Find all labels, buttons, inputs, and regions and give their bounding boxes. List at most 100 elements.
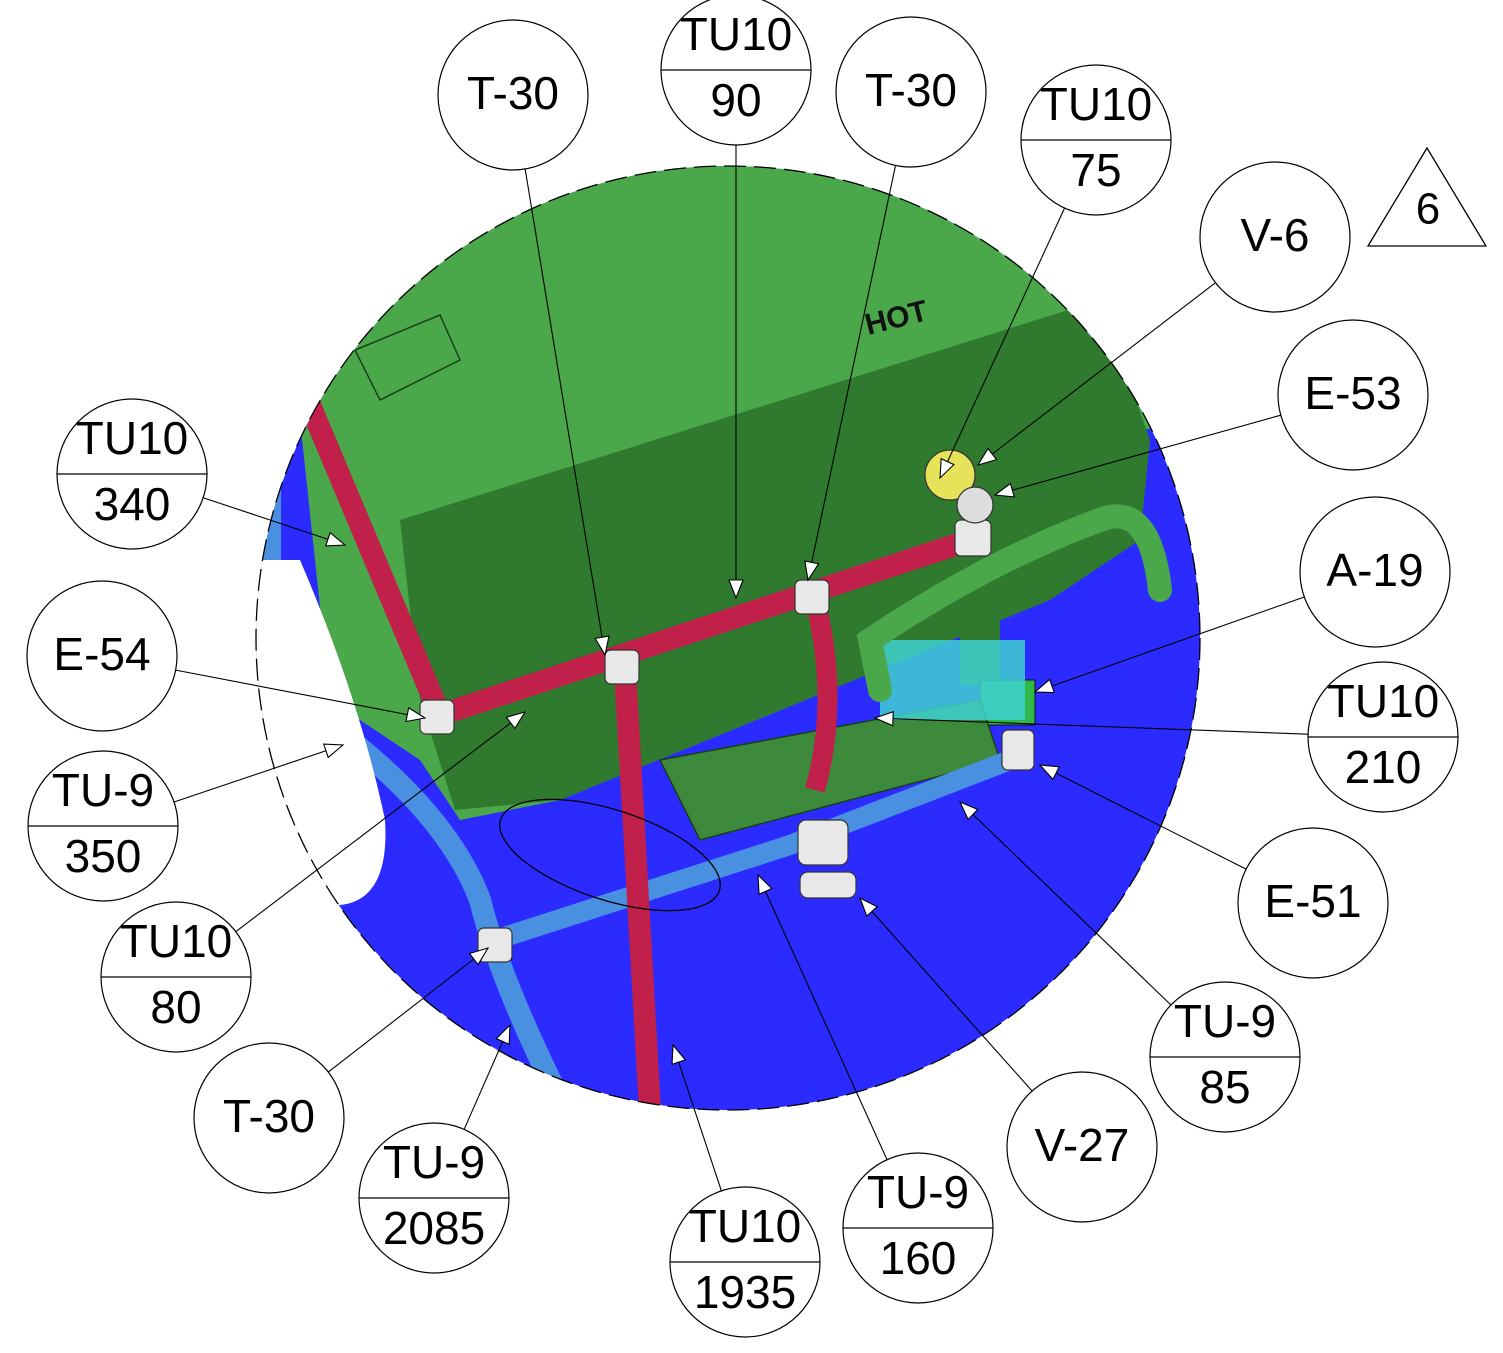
leader-arrow-v6 <box>976 447 998 466</box>
balloon-e51: E-51 <box>1237 827 1389 979</box>
leader-arrow-tu10-75 <box>939 457 955 480</box>
balloon-part-code: TU-9 <box>52 764 154 816</box>
balloon-tu10-1935: TU10 1935 <box>669 1186 821 1338</box>
tee-fitting <box>794 579 830 615</box>
tank-panel <box>353 314 461 402</box>
v6-valve <box>924 449 976 501</box>
elbow-fitting <box>954 519 992 557</box>
revision-triangle <box>1366 146 1488 247</box>
drain-outline <box>499 798 721 912</box>
balloon-length: 350 <box>65 830 142 882</box>
balloon-v27: V-27 <box>1006 1071 1158 1223</box>
balloon-tu9-2085: TU-9 2085 <box>358 1122 510 1274</box>
balloon-part-code: V-6 <box>1240 209 1309 261</box>
leader-arrow-t30-top-right <box>804 560 820 582</box>
balloon-part-code: TU10 <box>1040 78 1152 130</box>
balloon-part-code: E-54 <box>53 628 150 680</box>
balloon-circle <box>1237 827 1389 979</box>
balloon-part-code: TU10 <box>120 915 232 967</box>
balloon-length: 2085 <box>383 1202 485 1254</box>
balloon-e54: E-54 <box>26 580 178 732</box>
balloon-part-code: TU10 <box>689 1200 801 1252</box>
green-hose <box>856 504 1172 702</box>
balloon-tu9-160: TU-9 160 <box>842 1152 994 1304</box>
balloon-circle <box>1199 161 1351 313</box>
cold-pipe-branch <box>491 750 1014 950</box>
balloon-tu10-90: TU10 90 <box>660 0 812 146</box>
leader-line-tu10-1935 <box>672 1044 722 1191</box>
elbow-fitting <box>1001 729 1035 771</box>
balloon-tu10-80: TU10 80 <box>100 901 252 1053</box>
leader-line-v6 <box>977 282 1216 466</box>
leader-arrow-v27 <box>858 896 879 918</box>
leader-arrow-tu10-90 <box>728 579 744 600</box>
balloon-circle <box>193 1042 345 1194</box>
leader-line-tu10-75 <box>939 207 1066 479</box>
balloon-length: 75 <box>1070 144 1121 196</box>
leader-arrow-t30-top-left <box>594 635 610 657</box>
leader-arrow-t30-bottom <box>468 947 490 966</box>
leader-arrow-tu10-340 <box>324 531 347 547</box>
leader-arrow-e51 <box>1038 764 1061 781</box>
balloon-tu10-340: TU10 340 <box>56 398 208 550</box>
balloon-length: 160 <box>880 1232 957 1284</box>
tee-fitting <box>477 927 513 963</box>
leader-line-tu9-160 <box>757 874 888 1160</box>
balloon-circle <box>1277 319 1429 471</box>
balloon-length: 80 <box>150 981 201 1033</box>
balloon-circle <box>1299 496 1451 648</box>
leader-lines <box>173 145 1309 1191</box>
leader-line-t30-top-left <box>524 168 606 656</box>
balloon-part-code: T-30 <box>467 67 559 119</box>
leader-line-e53 <box>994 414 1281 496</box>
balloon-circle <box>1006 1071 1158 1223</box>
balloon-tu10-75: TU10 75 <box>1020 64 1172 216</box>
balloon-part-code: E-51 <box>1264 875 1361 927</box>
leader-line-tu9-2085 <box>463 1024 511 1130</box>
balloon-part-code: TU10 <box>1327 675 1439 727</box>
leader-arrow-tu9-160 <box>757 873 773 896</box>
balloon-t30-top-right: T-30 <box>835 16 987 168</box>
balloon-circle <box>26 580 178 732</box>
balloon-tu10-210: TU10 210 <box>1307 661 1459 813</box>
elbow-fitting <box>419 699 455 735</box>
balloon-part-code: E-53 <box>1304 367 1401 419</box>
balloon-length: 85 <box>1199 1061 1250 1113</box>
balloon-tu9-350: TU-9 350 <box>27 750 179 902</box>
leader-line-t30-bottom <box>327 947 489 1073</box>
leader-arrow-tu9-2085 <box>495 1023 511 1046</box>
leader-arrow-tu10-1935 <box>671 1043 687 1066</box>
leader-line-t30-top-right <box>807 165 897 581</box>
balloon-length: 210 <box>1345 741 1422 793</box>
balloon-length: 1935 <box>694 1266 796 1318</box>
fittings <box>419 449 1035 963</box>
balloon-length: 340 <box>94 478 171 530</box>
balloon-v6: V-6 <box>1199 161 1351 313</box>
leader-line-tu9-350 <box>173 744 344 803</box>
leader-arrow-e53 <box>993 482 1015 498</box>
leader-line-tu10-340 <box>202 497 346 546</box>
leader-line-tu10-80 <box>235 711 526 933</box>
balloon-circle <box>835 16 987 168</box>
balloon-t30-top-left: T-30 <box>437 19 589 171</box>
revision-marker: 6 <box>1366 146 1488 247</box>
detail-view-render: HOT <box>256 166 1200 1110</box>
balloon-part-code: V-27 <box>1035 1119 1130 1171</box>
leader-arrow-tu10-80 <box>505 711 527 730</box>
tee-fitting <box>604 649 640 685</box>
drain-valve-handle <box>799 871 857 899</box>
balloon-length: 90 <box>710 74 761 126</box>
balloon-part-code: TU-9 <box>1174 995 1276 1047</box>
balloon-part-code: A-19 <box>1326 544 1423 596</box>
balloon-a19: A-19 <box>1299 496 1451 648</box>
leader-arrow-a19 <box>1033 678 1056 694</box>
balloon-part-code: TU-9 <box>867 1166 969 1218</box>
hot-pipe-branch <box>805 597 838 793</box>
leader-line-e51 <box>1039 764 1247 870</box>
tank-front-face <box>400 300 1150 810</box>
revision-number: 6 <box>1416 185 1440 234</box>
tee-fitting <box>797 819 849 866</box>
balloon-tu9-85: TU-9 85 <box>1149 981 1301 1133</box>
